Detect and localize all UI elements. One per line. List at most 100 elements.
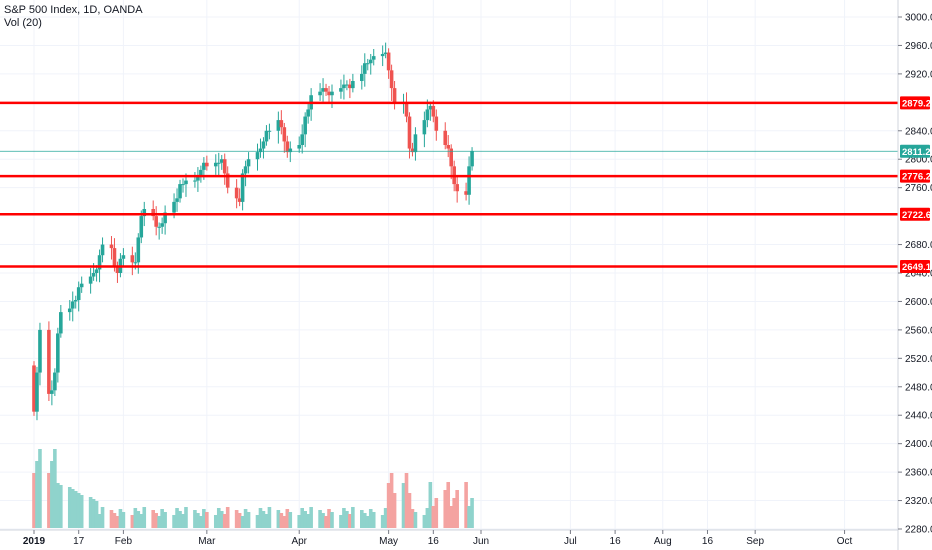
volume-bar xyxy=(306,514,310,528)
volume-bar xyxy=(32,473,36,528)
candle-body xyxy=(163,212,167,224)
candle-body xyxy=(413,134,418,153)
level-price-box xyxy=(900,96,930,110)
candle-body xyxy=(404,102,409,117)
candle-body xyxy=(88,276,93,284)
candle-body xyxy=(300,134,304,145)
volume-bar xyxy=(380,515,385,528)
y-tick-label: 2400.0 xyxy=(905,439,932,450)
candle-body xyxy=(279,120,284,128)
x-tick-label: Feb xyxy=(115,536,133,547)
volume-bar xyxy=(303,511,307,528)
candle-body xyxy=(142,209,147,217)
candle-body xyxy=(59,312,63,334)
candle-body xyxy=(392,88,397,103)
candle-body xyxy=(234,187,239,199)
x-tick-label: Mar xyxy=(198,536,216,547)
volume-bar xyxy=(389,473,394,528)
volume-bar xyxy=(88,497,93,528)
candle-body xyxy=(324,88,328,92)
x-axis-labels: 2019 17 Feb Mar Apr May 16 Jun Jul 16 Aug 16 Sep Oct xyxy=(23,530,853,547)
y-axis-labels: 3000.0 2960.0 2920.0 2840.0 2800.0 2760.0 2680… xyxy=(898,13,932,536)
candle-body xyxy=(151,209,155,217)
candle-body xyxy=(434,116,439,131)
volume-bar xyxy=(282,516,287,528)
symbol-title: S&P 500 Index, 1D, OANDA xyxy=(4,4,143,16)
candle-body xyxy=(389,70,394,89)
y-tick-label: 2920.0 xyxy=(905,69,932,80)
volume-bar xyxy=(59,485,63,528)
volume-bar xyxy=(118,509,123,528)
y-tick-label: 2760.0 xyxy=(905,183,932,194)
candle-body xyxy=(267,130,272,132)
volume-bar xyxy=(70,489,75,528)
candle-body xyxy=(172,201,176,213)
candle-body xyxy=(443,130,448,145)
volume-bar xyxy=(38,449,42,528)
volume-bar xyxy=(276,510,281,528)
volume-bar xyxy=(371,512,376,528)
volume-bar xyxy=(121,512,126,528)
candle-body xyxy=(181,184,185,186)
candle-body xyxy=(446,145,451,149)
level-price-box xyxy=(900,207,930,221)
candle-body xyxy=(362,63,367,74)
candle-body xyxy=(97,255,102,270)
candle-body xyxy=(67,308,72,313)
volume-bar xyxy=(351,507,355,528)
candle-body xyxy=(282,127,287,142)
candles xyxy=(32,42,474,421)
candle-body xyxy=(216,162,221,164)
volume-bar xyxy=(67,487,72,528)
volume-bar xyxy=(321,513,325,528)
volume-bar xyxy=(47,473,51,528)
candle-body xyxy=(202,162,206,170)
volume-bar xyxy=(464,482,468,528)
volume-bar xyxy=(130,515,135,528)
volume-bar xyxy=(53,449,57,528)
volume-bar xyxy=(109,510,114,528)
volume-bar xyxy=(264,514,269,528)
x-tick-label: 17 xyxy=(73,536,85,547)
volume-bar xyxy=(309,507,313,528)
volume-bar xyxy=(428,482,433,528)
candle-body xyxy=(240,173,245,202)
volume-bar xyxy=(368,509,373,528)
candle-body xyxy=(154,216,158,227)
volume-bar xyxy=(243,509,248,528)
x-tick-label: 16 xyxy=(428,536,440,547)
x-tick-label: Jul xyxy=(564,536,577,547)
volume-bar xyxy=(246,512,251,528)
price-axis[interactable] xyxy=(898,0,932,550)
candle-body xyxy=(348,84,352,89)
volume-label: Vol (20) xyxy=(4,17,42,29)
volume-bar xyxy=(178,511,182,528)
candle-body xyxy=(35,372,39,412)
volume-bar xyxy=(285,509,290,528)
y-tick-label: 2800.0 xyxy=(905,155,932,166)
x-tick-label: 16 xyxy=(702,536,714,547)
candle-body xyxy=(321,88,325,92)
x-tick-label: Sep xyxy=(746,536,764,547)
candle-body xyxy=(205,162,209,167)
volume-bar xyxy=(407,493,412,528)
candle-body xyxy=(351,81,355,89)
candle-body xyxy=(115,265,120,273)
candle-body xyxy=(360,73,364,81)
y-tick-label: 2320.0 xyxy=(905,496,932,507)
volume-bar xyxy=(362,513,367,528)
volume-bar xyxy=(35,461,39,528)
candle-body xyxy=(100,244,105,256)
candle-body xyxy=(258,148,263,153)
volume-bar xyxy=(222,514,227,528)
volume-bar xyxy=(219,511,224,528)
volume-bar xyxy=(342,508,346,528)
volume-bar xyxy=(100,507,105,528)
volume-bar xyxy=(160,509,164,528)
volume-bar xyxy=(240,516,245,528)
volume-bar xyxy=(94,501,99,528)
candle-body xyxy=(318,91,322,96)
candle-body xyxy=(109,244,114,249)
candle-body xyxy=(178,184,182,199)
